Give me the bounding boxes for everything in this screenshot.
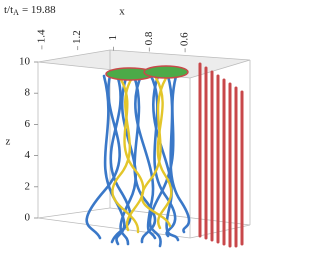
z-axis-label: z [6, 136, 11, 148]
chart: t/tA = 19.88 x z 0 2 4 6 8 10 1.4 1.2 1 0.8 0.6 [4, 4, 251, 248]
x-tick-label: 1.2 [71, 30, 83, 44]
blue-tubes [85, 72, 191, 248]
x-axis-label: x [119, 6, 125, 18]
z-tick-label: 0 [25, 212, 31, 224]
x-tick-label: 0.8 [143, 31, 155, 45]
x-tick-label: 1.4 [35, 29, 47, 43]
title-value: = 19.88 [22, 4, 56, 16]
red-tubes [198, 62, 244, 248]
z-tick-label: 8 [25, 87, 31, 99]
x-tick-label: 0.6 [179, 32, 191, 46]
title-main: t/t [4, 4, 13, 16]
chart-title: t/tA = 19.88 [4, 4, 56, 17]
z-tick-label: 10 [19, 56, 31, 68]
title-sub: A [13, 8, 19, 17]
z-tick-label: 2 [25, 180, 31, 192]
yellow-tubes [111, 76, 173, 234]
z-tick-label: 6 [25, 118, 31, 130]
z-tick-label: 4 [25, 149, 31, 161]
x-tick-label: 1 [107, 35, 119, 41]
footpoints [105, 65, 189, 81]
